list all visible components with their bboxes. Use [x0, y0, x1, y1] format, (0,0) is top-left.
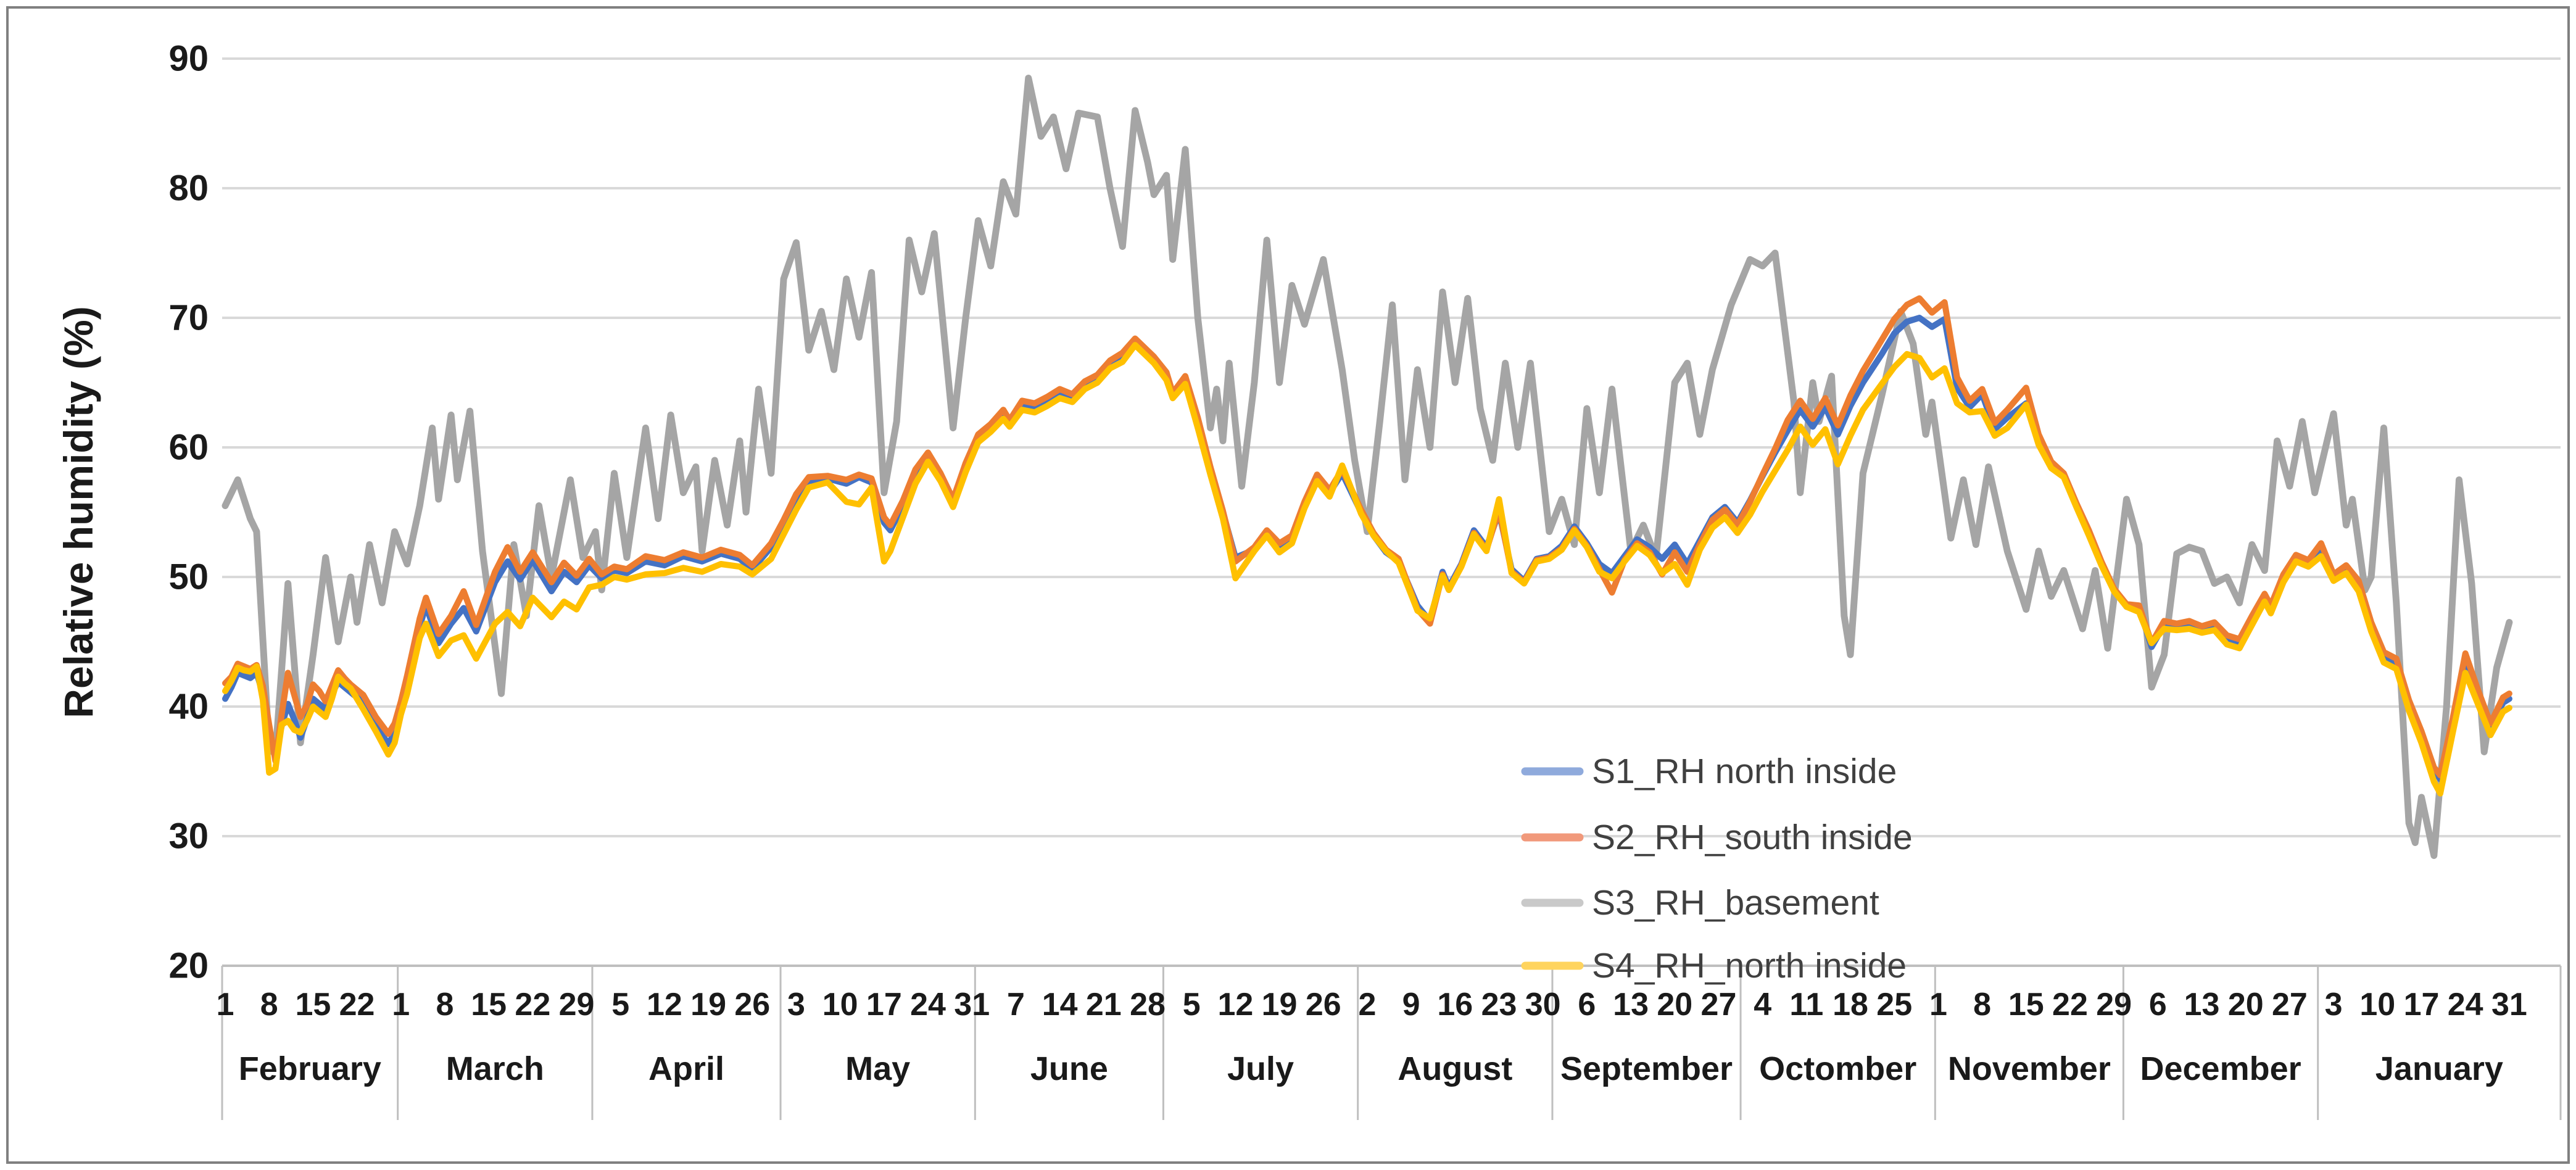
x-axis-day-tick-label: 27 — [2272, 987, 2308, 1023]
x-axis-day-tick-label: 20 — [1657, 987, 1692, 1023]
x-axis-month-label: February — [239, 1050, 381, 1087]
series-line-s4-rh-north-inside — [222, 342, 2512, 797]
x-axis-month-label: May — [845, 1050, 910, 1087]
x-axis-month-label: January — [2375, 1050, 2503, 1087]
x-axis-month-label: April — [648, 1050, 724, 1087]
y-axis-tick-label: 50 — [168, 557, 209, 597]
x-axis-day-tick-label: 1 — [1929, 987, 1947, 1023]
y-axis-tick-label: 60 — [168, 428, 209, 468]
x-axis-day-tick-label: 1 — [217, 987, 234, 1023]
x-axis-day-tick-label: 18 — [1833, 987, 1868, 1023]
x-axis-day-tick-label: 8 — [1973, 987, 1991, 1023]
y-axis-title: Relative humidity (%) — [56, 306, 101, 718]
x-axis-day-tick-label: 24 — [910, 987, 946, 1023]
x-axis-day-tick-label: 28 — [1130, 987, 1166, 1023]
y-axis-tick-label: 80 — [168, 168, 209, 209]
x-axis-day-tick-label: 6 — [2149, 987, 2167, 1023]
x-axis-day-tick-label: 15 — [295, 987, 331, 1023]
x-axis-day-tick-label: 14 — [1042, 987, 1078, 1023]
x-axis-month-label: December — [2140, 1050, 2301, 1087]
x-axis-day-tick-label: 30 — [1525, 987, 1561, 1023]
legend-label: S4_RH_north inside — [1592, 946, 1907, 985]
y-axis-tick-label: 40 — [168, 687, 209, 727]
x-axis-day-tick-label: 21 — [1086, 987, 1122, 1023]
series-line-s2-rh-south-inside — [222, 295, 2512, 779]
y-axis-tick-label: 70 — [168, 298, 209, 338]
x-axis-month-label: March — [446, 1050, 544, 1087]
x-axis-day-tick-label: 25 — [1876, 987, 1912, 1023]
x-axis-day-tick-label: 7 — [1007, 987, 1025, 1023]
x-axis-day-tick-label: 5 — [1183, 987, 1201, 1023]
figure-border-frame — [6, 6, 2570, 1164]
x-axis-month-label: July — [1227, 1050, 1294, 1087]
x-axis-month-label: November — [1948, 1050, 2111, 1087]
x-axis-day-tick-label: 29 — [2096, 987, 2132, 1023]
x-axis-day-tick-label: 11 — [1789, 987, 1823, 1023]
x-axis-day-tick-label: 10 — [2359, 987, 2395, 1023]
x-axis-day-tick-label: 29 — [559, 987, 595, 1023]
x-axis-day-tick-label: 15 — [2008, 987, 2044, 1023]
y-axis-tick-label: 30 — [168, 816, 209, 857]
x-axis-day-tick-label: 3 — [787, 987, 805, 1023]
x-axis-day-tick-label: 22 — [515, 987, 550, 1023]
x-axis-day-tick-label: 2 — [1358, 987, 1376, 1023]
x-axis-day-tick-label: 5 — [611, 987, 629, 1023]
x-axis-day-tick-label: 4 — [1754, 987, 1771, 1023]
x-axis-day-tick-label: 31 — [2491, 987, 2527, 1023]
x-axis-day-tick-label: 9 — [1402, 987, 1420, 1023]
x-axis-day-tick-label: 24 — [2448, 987, 2483, 1023]
x-axis-day-tick-label: 17 — [866, 987, 902, 1023]
x-axis-month-label: Octomber — [1759, 1050, 1916, 1087]
x-axis-day-tick-label: 13 — [2184, 987, 2220, 1023]
x-axis-day-tick-label: 1 — [392, 987, 410, 1023]
x-axis-day-tick-label: 6 — [1578, 987, 1596, 1023]
x-axis-day-tick-label: 22 — [2052, 987, 2088, 1023]
x-axis-day-tick-label: 19 — [1262, 987, 1298, 1023]
x-axis-month-label: September — [1560, 1050, 1733, 1087]
x-axis-day-tick-label: 22 — [339, 987, 375, 1023]
x-axis-day-tick-label: 26 — [734, 987, 770, 1023]
x-axis-day-tick-label: 31 — [954, 987, 990, 1023]
x-axis-month-label: August — [1398, 1050, 1512, 1087]
x-axis-day-tick-label: 23 — [1481, 987, 1517, 1023]
legend-label: S2_RH_south inside — [1592, 818, 1913, 857]
x-axis-day-tick-label: 8 — [436, 987, 453, 1023]
x-axis-day-tick-label: 3 — [2325, 987, 2343, 1023]
y-axis-tick-label: 20 — [168, 946, 209, 986]
y-axis-tick-label: 90 — [168, 39, 209, 79]
x-axis-day-tick-label: 10 — [822, 987, 858, 1023]
x-axis-day-tick-label: 8 — [260, 987, 278, 1023]
legend-label: S1_RH north inside — [1592, 752, 1897, 791]
x-axis-day-tick-label: 17 — [2404, 987, 2440, 1023]
x-axis-day-tick-label: 13 — [1613, 987, 1649, 1023]
x-axis-day-tick-label: 20 — [2228, 987, 2264, 1023]
x-axis-day-tick-label: 12 — [1217, 987, 1253, 1023]
x-axis-day-tick-label: 19 — [690, 987, 726, 1023]
x-axis-day-tick-label: 16 — [1437, 987, 1473, 1023]
x-axis-day-tick-label: 27 — [1701, 987, 1737, 1023]
x-axis-month-label: June — [1030, 1050, 1108, 1087]
legend-label: S3_RH_basement — [1592, 883, 1879, 923]
x-axis-day-tick-label: 26 — [1306, 987, 1341, 1023]
x-axis-day-tick-label: 12 — [647, 987, 682, 1023]
x-axis-day-tick-label: 15 — [471, 987, 507, 1023]
